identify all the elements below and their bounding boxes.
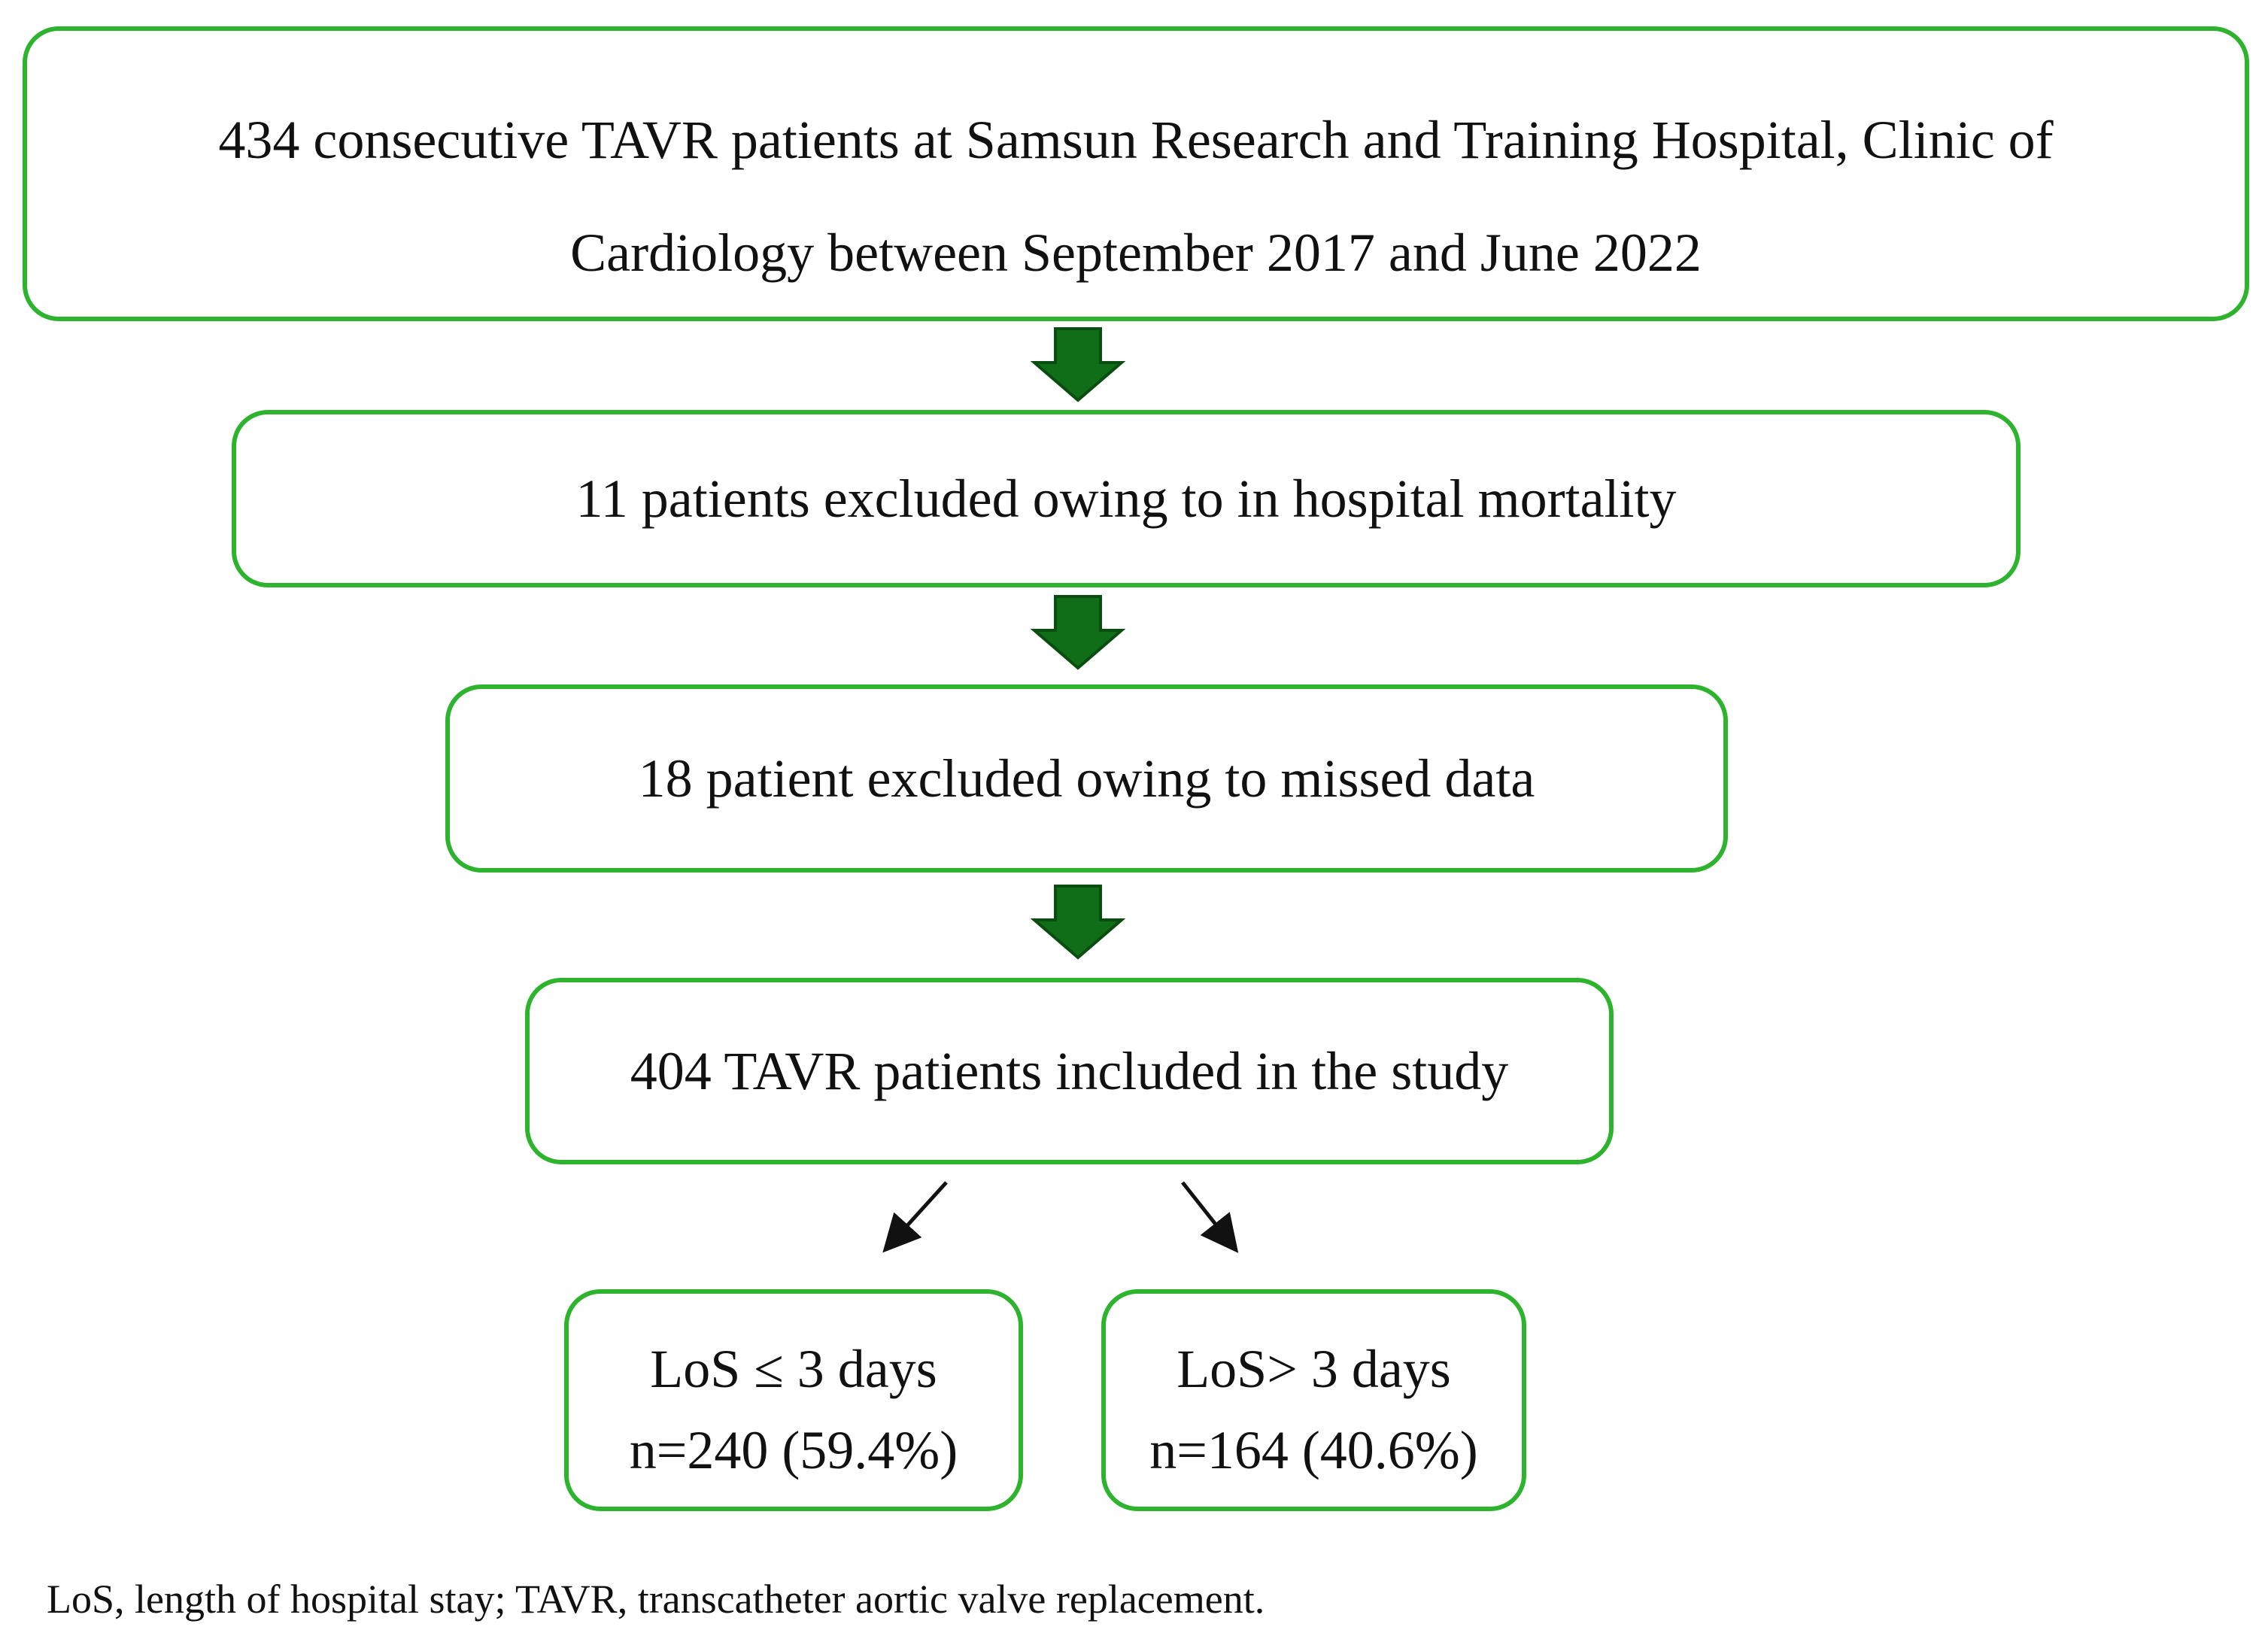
cohort-box: 434 consecutive TAVR patients at Samsun …	[23, 26, 2249, 321]
down-arrow-icon	[1030, 885, 1126, 960]
down-arrow-icon	[1030, 327, 1126, 402]
included-patients-box: 404 TAVR patients included in the study	[525, 978, 1614, 1164]
exclusion-missing-data-box: 18 patient excluded owing to missed data	[445, 684, 1728, 873]
long-stay-group-box: LoS> 3 days n=164 (40.6%)	[1101, 1289, 1526, 1511]
cohort-box-line-2: Cardiology between September 2017 and Ju…	[570, 223, 1702, 283]
long-stay-count: n=164 (40.6%)	[1149, 1420, 1478, 1480]
long-stay-label: LoS> 3 days	[1177, 1339, 1451, 1399]
exclusion-mortality-text: 11 patients excluded owing to in hospita…	[575, 468, 1677, 529]
exclusion-mortality-box: 11 patients excluded owing to in hospita…	[232, 410, 2021, 587]
short-stay-count: n=240 (59.4%)	[629, 1420, 958, 1480]
footnote: LoS, length of hospital stay; TAVR, tran…	[47, 1577, 1265, 1622]
short-stay-label: LoS ≤ 3 days	[650, 1339, 937, 1399]
exclusion-missing-data-text: 18 patient excluded owing to missed data	[638, 748, 1535, 809]
included-patients-text: 404 TAVR patients included in the study	[630, 1040, 1509, 1101]
short-stay-group-box: LoS ≤ 3 days n=240 (59.4%)	[564, 1289, 1023, 1511]
split-arrow-right-icon	[1181, 1181, 1239, 1253]
cohort-box-line-1: 434 consecutive TAVR patients at Samsun …	[218, 110, 2054, 170]
split-arrow-left-icon	[882, 1181, 948, 1253]
down-arrow-icon	[1030, 595, 1126, 670]
